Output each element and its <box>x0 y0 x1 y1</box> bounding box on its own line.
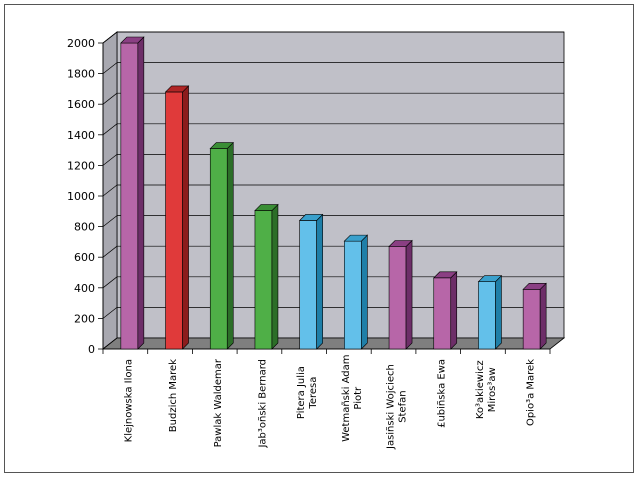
x-tick-label: Jab³oñski Bernard <box>257 359 268 449</box>
x-tick-label-line: Stefan <box>398 390 409 422</box>
bar-top <box>433 271 458 279</box>
bar-front <box>388 246 407 350</box>
bar-side <box>361 234 368 350</box>
x-tick-label: Jasiñski WojciechStefan <box>386 364 409 450</box>
bar-top <box>388 240 413 247</box>
gridline-side <box>102 31 118 44</box>
bar-top <box>298 214 324 221</box>
bar-side <box>182 85 189 350</box>
bar-top <box>343 234 369 242</box>
x-tick-label: Ko³akiewiczMiros³aw <box>475 360 498 419</box>
x-tick-label-line: Piotr <box>353 386 364 410</box>
y-tick-label: 0 <box>88 343 95 356</box>
y-tick-label: 1600 <box>67 98 95 111</box>
bar <box>254 203 279 350</box>
gridline-side <box>102 123 118 136</box>
bar-side <box>271 203 279 350</box>
gridline-side <box>102 184 118 197</box>
bar-front <box>478 281 496 350</box>
bar-top <box>522 283 547 290</box>
y-tick-label: 1400 <box>67 129 95 142</box>
x-tick-label-line: Budzich Marek <box>168 359 179 432</box>
x-tick-label: Wetmañski AdamPiotr <box>341 354 364 441</box>
x-tick-label-line: Ko³akiewicz <box>475 360 486 419</box>
y-tick-label: 400 <box>74 282 95 295</box>
y-tick-label: 1000 <box>67 190 95 203</box>
bar-side <box>316 213 323 350</box>
bar <box>388 239 413 350</box>
bar-front <box>165 91 183 350</box>
x-tick-label: £ubiñska Ewa <box>436 359 447 428</box>
bar-top <box>254 204 279 211</box>
bar <box>343 234 369 350</box>
bar-side <box>137 36 145 350</box>
bar-front <box>522 289 541 350</box>
gridline-side <box>102 92 118 105</box>
bar-side <box>226 141 234 350</box>
x-tick-label-line: Opio³a Marek <box>526 359 537 426</box>
bar-side <box>405 239 413 350</box>
bar-front <box>433 277 452 350</box>
x-tick-label: Pawlak Waldemar <box>213 358 224 447</box>
x-tick-label: Budzich Marek <box>168 359 179 432</box>
bar-top <box>477 275 503 282</box>
x-tick-label: Opio³a Marek <box>526 359 537 426</box>
bar-top <box>209 142 234 149</box>
bar <box>522 282 547 350</box>
y-tick-label: 800 <box>74 221 95 234</box>
y-tick-label: 200 <box>74 312 95 325</box>
bar-front <box>299 220 317 350</box>
x-tick-label-line: Klejnowska Ilona <box>123 359 134 442</box>
x-tick-label-line: £ubiñska Ewa <box>436 359 447 428</box>
bar-front <box>254 210 273 350</box>
y-tick-label: 600 <box>74 251 95 264</box>
x-tick-label-line: Jasiñski Wojciech <box>386 364 397 450</box>
bar-top <box>164 85 190 93</box>
x-tick-label-line: Teresa <box>308 377 319 410</box>
x-tick-label-line: Miros³aw <box>487 367 498 412</box>
y-tick-label: 2000 <box>67 37 95 50</box>
bar-top <box>120 36 145 44</box>
bar <box>477 274 503 350</box>
bar <box>209 141 234 350</box>
bar-chart: 0 200 400 600 800 1000 1200 1400 1600 1800 2000 Kl… <box>67 31 566 450</box>
gridline-side <box>102 276 118 289</box>
bar <box>298 213 324 350</box>
gridline-side <box>102 307 118 319</box>
gridline-side <box>102 215 118 227</box>
gridline-side <box>102 62 118 74</box>
bar-front <box>120 42 139 350</box>
x-tick-label-line: Pawlak Waldemar <box>213 358 224 447</box>
bar <box>433 271 458 350</box>
bar-side <box>539 282 547 350</box>
bar <box>120 36 145 350</box>
y-tick-label: 1200 <box>67 159 95 172</box>
bar <box>164 85 190 350</box>
y-tick-label: 1800 <box>67 68 95 81</box>
bar-front <box>209 148 228 350</box>
x-tick-label-line: Jab³oñski Bernard <box>257 359 268 449</box>
x-tick-label: Klejnowska Ilona <box>123 359 134 442</box>
x-tick-label-line: Pitera Julia <box>296 366 307 419</box>
gridline-side <box>102 245 118 258</box>
gridline-side <box>102 154 118 166</box>
x-tick-label-line: Wetmañski Adam <box>341 354 352 441</box>
bar-front <box>344 240 362 350</box>
x-tick-label: Pitera JuliaTeresa <box>296 366 319 419</box>
bar-side <box>450 271 458 350</box>
bar-side <box>495 274 502 350</box>
chart-frame: 0 200 400 600 800 1000 1200 1400 1600 1800 2000 Kl… <box>4 4 634 473</box>
